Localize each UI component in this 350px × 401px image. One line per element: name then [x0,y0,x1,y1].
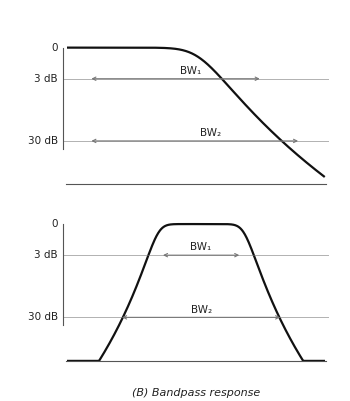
Text: 0: 0 [51,43,58,53]
Text: (A) Low-pass prototype response: (A) Low-pass prototype response [104,212,288,222]
Text: 30 dB: 30 dB [28,136,58,146]
Text: 3 dB: 3 dB [34,250,58,260]
Text: 0: 0 [51,219,58,229]
Text: BW₂: BW₂ [190,305,212,314]
Text: BW₁: BW₁ [180,66,202,76]
Text: 30 dB: 30 dB [28,312,58,322]
Text: BW₂: BW₂ [199,128,220,138]
Text: BW₁: BW₁ [190,242,212,252]
Text: 3 dB: 3 dB [34,74,58,84]
Text: (B) Bandpass response: (B) Bandpass response [132,388,260,398]
